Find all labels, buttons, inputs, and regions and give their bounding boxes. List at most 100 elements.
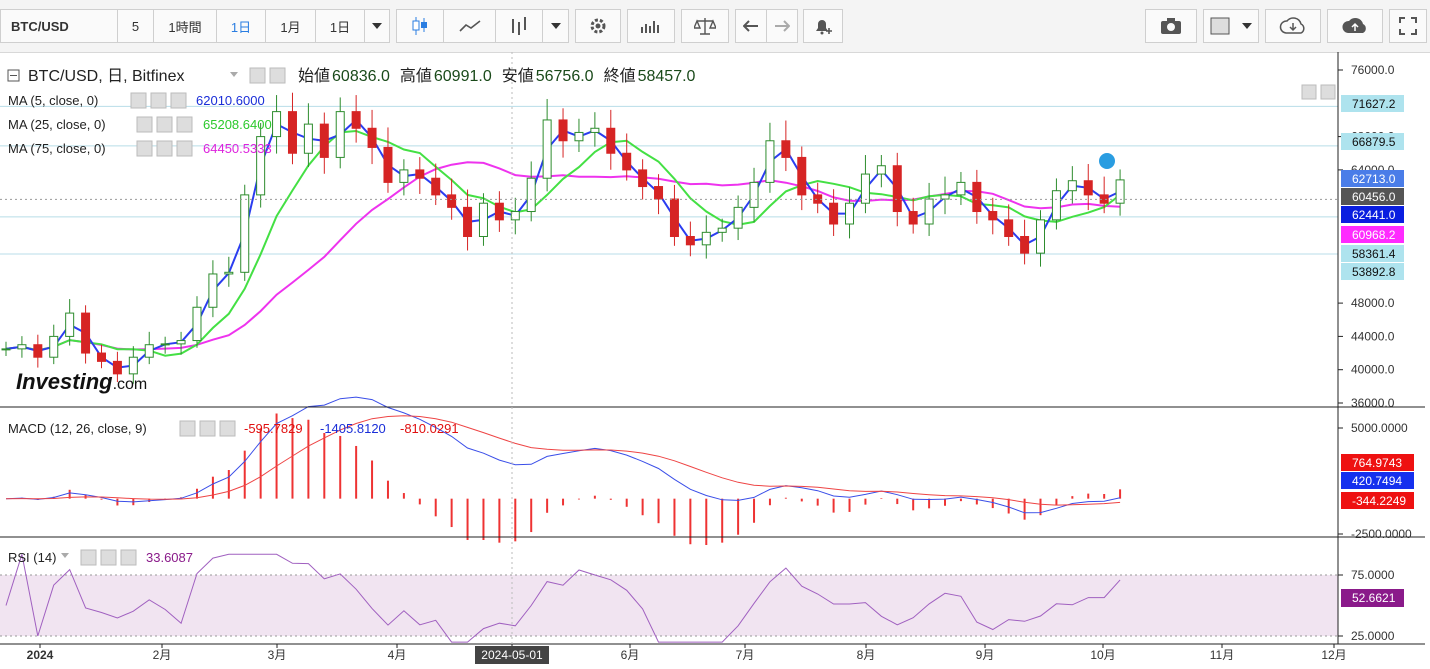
close-label: 終値	[604, 67, 636, 85]
scale-up-button[interactable]	[1320, 84, 1336, 100]
caret-down-icon	[372, 23, 382, 29]
line-chart-icon	[458, 20, 480, 32]
timeframe-1h-button[interactable]: 1時間	[153, 9, 217, 43]
price-badge-label: 60456.0	[1352, 190, 1396, 204]
gear-icon[interactable]	[156, 140, 173, 157]
candlestick-series	[1, 92, 1125, 384]
price-badge-label: 60968.2	[1352, 228, 1396, 242]
undo-button[interactable]	[735, 9, 767, 43]
close-icon[interactable]	[219, 420, 236, 437]
rsi-value: 33.6087	[146, 550, 193, 565]
theme-button[interactable]	[1203, 9, 1259, 43]
candle-body	[892, 165, 902, 213]
price-badge-label: 62713.0	[1352, 172, 1396, 186]
legend-caret-icon[interactable]	[230, 72, 238, 77]
visibility-icon[interactable]	[249, 67, 266, 84]
rsi-band	[0, 575, 1338, 636]
gear-icon[interactable]	[156, 116, 173, 133]
price-badge-label: 58361.4	[1352, 247, 1396, 261]
close-icon[interactable]	[170, 92, 187, 109]
cloud-download-icon	[1279, 17, 1305, 34]
candle-body	[526, 177, 536, 213]
undo-arrow-icon	[743, 20, 758, 32]
price-grid	[0, 105, 1338, 255]
candle-body	[654, 186, 664, 200]
price-badge	[1341, 263, 1404, 280]
candle-body	[685, 236, 695, 246]
price-badge-label: 66879.5	[1352, 135, 1396, 149]
candle-body	[876, 165, 886, 175]
screenshot-button[interactable]	[1145, 9, 1197, 43]
fullscreen-button[interactable]	[1389, 9, 1427, 43]
candle-body	[399, 169, 409, 183]
candle-body	[510, 211, 520, 221]
collapse-icon[interactable]	[7, 69, 20, 82]
visibility-icon[interactable]	[179, 420, 196, 437]
timeframe-dropdown-button[interactable]	[364, 9, 390, 43]
time-tick-label: 7月	[736, 648, 755, 662]
visibility-icon[interactable]	[80, 549, 97, 566]
visibility-icon[interactable]	[130, 92, 147, 109]
macd-badge-label: 764.9743	[1352, 456, 1402, 470]
macd-badge	[1341, 492, 1414, 509]
candle-body	[1020, 236, 1030, 254]
symbol-selector[interactable]: BTC/USD	[0, 9, 118, 43]
candle-body	[1051, 190, 1061, 221]
candle-body	[908, 211, 918, 225]
gear-icon[interactable]	[269, 67, 286, 84]
close-icon[interactable]	[120, 549, 137, 566]
timeframe-1mo-button[interactable]: 1月	[265, 9, 316, 43]
candle-body	[208, 273, 218, 308]
legend-caret-icon[interactable]	[61, 553, 69, 558]
candlestick-type-button[interactable]	[396, 9, 444, 43]
redo-button[interactable]	[766, 9, 798, 43]
price-badge-label: 71627.2	[1352, 97, 1396, 111]
compare-button[interactable]	[681, 9, 729, 43]
ma5-label: MA (5, close, 0)	[8, 93, 98, 108]
line-chart-button[interactable]	[443, 9, 496, 43]
candle-body	[1036, 219, 1046, 254]
indicators-button[interactable]	[495, 9, 543, 43]
cloud-download-button[interactable]	[1265, 9, 1321, 43]
timeframe-custom-button[interactable]: 1日	[315, 9, 365, 43]
rsi-tick-label: 25.0000	[1351, 629, 1395, 643]
close-icon[interactable]	[176, 116, 193, 133]
candle-body	[972, 181, 982, 213]
gear-icon[interactable]	[150, 92, 167, 109]
visibility-icon[interactable]	[136, 140, 153, 157]
gear-icon	[590, 18, 606, 34]
settings-button[interactable]	[575, 9, 621, 43]
price-badge	[1341, 188, 1404, 205]
indicators-dropdown-button[interactable]	[542, 9, 569, 43]
price-tick-label: 76000.0	[1351, 63, 1395, 77]
candle-body	[733, 206, 743, 229]
histogram-icon	[641, 21, 659, 33]
time-tick-label: 9月	[976, 648, 995, 662]
close-icon[interactable]	[176, 140, 193, 157]
high-value: 60991.0	[434, 68, 492, 85]
timeframe-5m-button[interactable]: 5	[117, 9, 154, 43]
candle-body	[176, 340, 186, 345]
gear-icon[interactable]	[199, 420, 216, 437]
macd-tick-label: -2500.0000	[1351, 527, 1412, 541]
candle-body	[17, 344, 27, 350]
candle-body	[1, 348, 11, 351]
candle-body	[494, 202, 504, 221]
timeframe-1d-button[interactable]: 1日	[216, 9, 266, 43]
candle-body	[797, 156, 807, 196]
scale-down-button[interactable]	[1301, 84, 1317, 100]
low-value: 56756.0	[536, 68, 594, 85]
cloud-upload-button[interactable]	[1327, 9, 1383, 43]
candle-body	[590, 127, 600, 133]
legend-title: BTC/USD, 日, Bitfinex	[28, 68, 184, 85]
alert-button[interactable]	[803, 9, 843, 43]
candle-body	[319, 123, 329, 158]
time-tick-label: 12月	[1321, 648, 1346, 662]
candle-body	[765, 140, 775, 183]
gear-icon[interactable]	[100, 549, 117, 566]
rsi-tick-label: 75.0000	[1351, 568, 1395, 582]
studies-button[interactable]	[627, 9, 675, 43]
price-badge	[1341, 245, 1404, 262]
ma5-value: 62010.6000	[196, 93, 265, 108]
visibility-icon[interactable]	[136, 116, 153, 133]
